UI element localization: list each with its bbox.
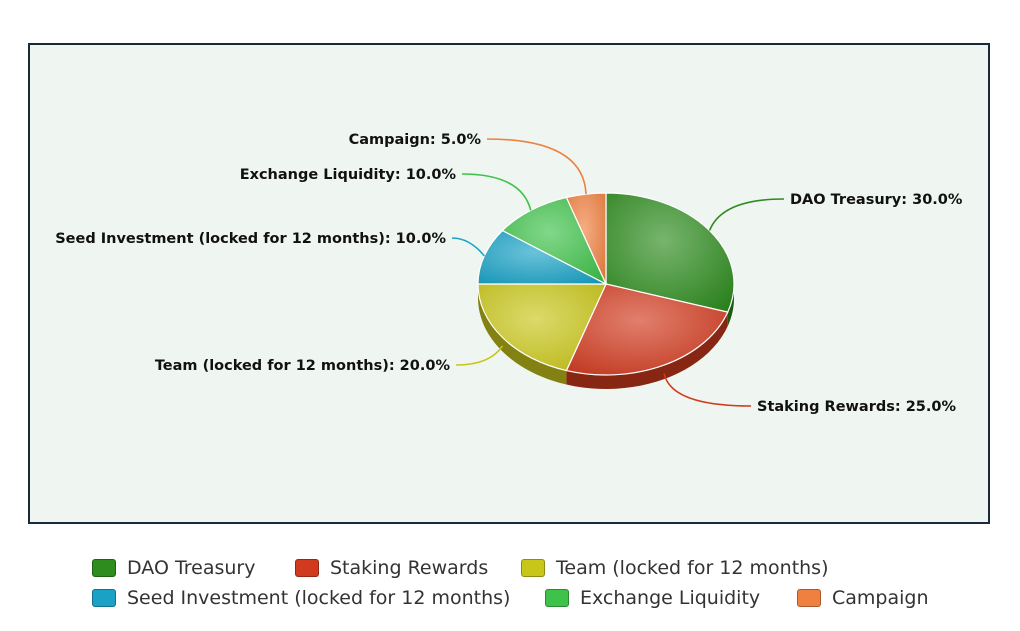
connector-staking-rewards xyxy=(663,373,752,407)
legend-swatch-team xyxy=(521,559,545,577)
legend-row-1: DAO Treasury Staking Rewards Team (locke… xyxy=(92,553,992,583)
data-label-team-locked-for-12-months: Team (locked for 12 months): 20.0% xyxy=(155,358,451,374)
legend-item-exchange-liquidity[interactable]: Exchange Liquidity xyxy=(545,583,760,613)
legend: DAO Treasury Staking Rewards Team (locke… xyxy=(92,553,992,613)
legend-item-seed-investment[interactable]: Seed Investment (locked for 12 months) xyxy=(92,583,510,613)
legend-label-campaign: Campaign xyxy=(832,587,929,609)
legend-label-staking-rewards: Staking Rewards xyxy=(330,557,489,579)
legend-label-seed-investment: Seed Investment (locked for 12 months) xyxy=(127,587,511,609)
pie-slice-dao-treasury xyxy=(605,192,735,313)
pie-slice-team-locked-for-12-months xyxy=(477,283,607,372)
pie-side-team-locked-for-12-months xyxy=(478,284,567,385)
legend-row-2: Seed Investment (locked for 12 months) E… xyxy=(92,583,992,613)
pie-slice-seed-investment-locked-for-12-months xyxy=(477,229,607,285)
legend-label-team: Team (locked for 12 months) xyxy=(556,557,829,579)
connector-team-locked-for-12-months xyxy=(455,345,504,366)
legend-item-team[interactable]: Team (locked for 12 months) xyxy=(521,553,829,583)
pie-slice-campaign xyxy=(565,192,607,285)
connector-seed-investment-locked-for-12-months xyxy=(451,237,485,257)
pie-side-staking-rewards xyxy=(566,312,728,389)
legend-swatch-staking-rewards xyxy=(295,559,319,577)
data-labels: DAO Treasury: 30.0% Staking Rewards: 25.0… xyxy=(55,132,963,415)
legend-item-campaign[interactable]: Campaign xyxy=(797,583,929,613)
connector-campaign xyxy=(486,138,587,195)
legend-item-staking-rewards[interactable]: Staking Rewards xyxy=(295,553,488,583)
legend-swatch-dao-treasury xyxy=(92,559,116,577)
pie-slice-staking-rewards xyxy=(565,283,729,376)
connector-exchange-liquidity xyxy=(461,173,532,211)
pie-slices xyxy=(477,192,735,376)
data-label-dao-treasury: DAO Treasury: 30.0% xyxy=(790,192,963,208)
legend-swatch-exchange-liquidity xyxy=(545,589,569,607)
pie-slice-exchange-liquidity xyxy=(501,196,608,286)
legend-swatch-seed-investment xyxy=(92,589,116,607)
legend-label-dao-treasury: DAO Treasury xyxy=(127,557,256,579)
legend-item-dao-treasury[interactable]: DAO Treasury xyxy=(92,553,256,583)
connector-dao-treasury xyxy=(708,198,785,231)
data-label-exchange-liquidity: Exchange Liquidity: 10.0% xyxy=(240,167,457,183)
data-label-staking-rewards: Staking Rewards: 25.0% xyxy=(757,399,956,415)
data-label-campaign: Campaign: 5.0% xyxy=(349,132,482,148)
legend-label-exchange-liquidity: Exchange Liquidity xyxy=(580,587,761,609)
legend-swatch-campaign xyxy=(797,589,821,607)
data-label-seed-investment-locked-for-12-months: Seed Investment (locked for 12 months): … xyxy=(55,231,446,247)
